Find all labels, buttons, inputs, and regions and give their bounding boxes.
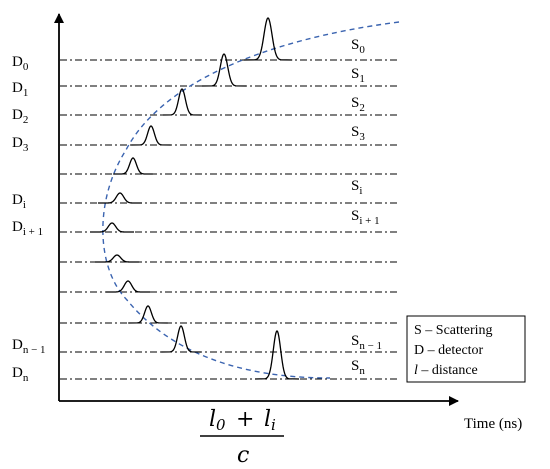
pulse-2 <box>162 88 202 116</box>
pulse-6 <box>89 222 135 233</box>
legend-box <box>406 315 526 383</box>
formula-denominator-c: c <box>237 443 249 468</box>
scatterer-label-si1: Si + 1 <box>351 208 380 227</box>
pulse-9 <box>128 305 168 324</box>
arrival-time-envelope-curve <box>102 21 400 379</box>
x-axis-title: Time (ns) <box>464 416 522 432</box>
formula-term-li: li <box>264 407 276 434</box>
pulse-10 <box>161 325 201 353</box>
formula-term-l0: l0 <box>209 407 226 434</box>
scatterer-label-s1: S1 <box>351 66 365 85</box>
detector-label-d3: D3 <box>12 135 29 154</box>
legend: S – Scattering D – detector l – distance <box>406 315 526 383</box>
detector-label-d1: D1 <box>12 80 28 99</box>
detector-label-d2: D2 <box>12 107 28 126</box>
pulse-11 <box>254 330 300 380</box>
pulse-8 <box>105 280 151 293</box>
formula-plus: + <box>236 407 254 432</box>
detector-label-dn1: Dn − 1 <box>12 337 46 356</box>
scatterer-label-sn: Sn <box>351 358 365 377</box>
scatterer-label-s0: S0 <box>351 37 365 56</box>
detector-guide-lines <box>60 59 400 380</box>
legend-entry-detector: D – detector <box>414 343 484 358</box>
pulse-1 <box>201 53 247 87</box>
scatterer-label-sn1: Sn − 1 <box>351 333 382 352</box>
pulse-5 <box>97 192 143 204</box>
detector-label-d0: D0 <box>12 54 29 73</box>
scatterer-label-s3: S3 <box>351 124 365 143</box>
detector-labels: D0 D1 D2 D3 Di Di + 1 Dn − 1 Dn <box>12 54 46 384</box>
legend-entry-scattering: S – Scattering <box>414 323 493 338</box>
pulse-3 <box>131 125 171 146</box>
pulse-4 <box>113 157 153 175</box>
detector-label-dn: Dn <box>12 365 29 384</box>
scatterer-label-s2: S2 <box>351 95 365 114</box>
pulse-7 <box>94 254 140 263</box>
scatterer-label-si: Si <box>351 178 362 197</box>
legend-entry-distance: l – distance <box>414 363 478 378</box>
pulses <box>89 17 300 380</box>
pulse-0 <box>243 17 293 61</box>
detector-label-di1: Di + 1 <box>12 219 43 238</box>
time-formula: l0 + li c <box>200 407 284 468</box>
scatterer-labels: S0 S1 S2 S3 Si Si + 1 Sn − 1 Sn <box>351 37 382 377</box>
detector-label-di: Di <box>12 192 26 211</box>
